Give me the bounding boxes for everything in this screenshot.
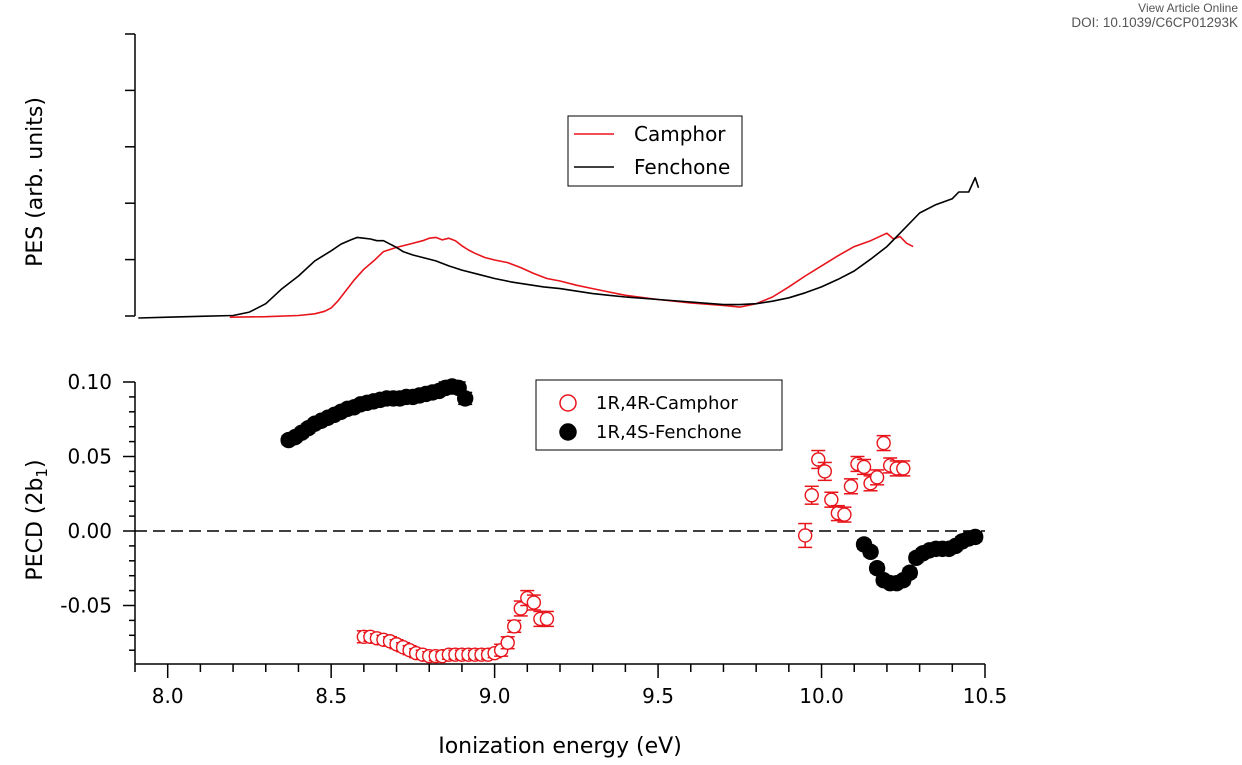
- data-point: [804, 488, 819, 503]
- data-point: [797, 528, 813, 543]
- pecd-legend: 1R,4R-Camphor 1R,4S-Fenchone: [535, 379, 783, 451]
- x-tick-label: 9.0: [479, 684, 511, 708]
- data-point: [526, 595, 542, 610]
- data-point: [811, 452, 826, 467]
- data-point: [456, 390, 474, 407]
- data-point: [843, 479, 859, 494]
- data-point: [817, 464, 833, 479]
- x-tick-label: 10.0: [799, 684, 844, 708]
- pes-legend: Camphor Fenchone: [567, 115, 743, 187]
- pecd-y-tick-label: 0.05: [67, 445, 112, 469]
- x-tick-label: 9.5: [642, 684, 674, 708]
- data-point: [901, 564, 919, 581]
- data-point: [966, 528, 984, 546]
- pecd-legend-fenchone-marker: [559, 423, 577, 441]
- x-tick-label: 8.5: [315, 684, 347, 708]
- pecd-x-ticks: 8.0 8.5 9.0 9.5 10.0 10.5: [134, 664, 1008, 708]
- data-point: [837, 507, 852, 522]
- data-point: [500, 635, 515, 650]
- data-point: [507, 619, 522, 634]
- data-point: [862, 543, 879, 561]
- pes-legend-box: [567, 115, 743, 187]
- pecd-legend-camphor-label: 1R,4R-Camphor: [596, 393, 738, 414]
- pecd-panel: -0.05 0.00 0.05 0.10 8.0 8.5 9.0 9.5 10.0 10.5 P…: [23, 370, 1007, 759]
- pecd-y-tick-label: 0.00: [67, 519, 112, 543]
- pes-panel: PES (arb. units) Camphor Fenchone: [23, 33, 980, 319]
- doi-label: DOI: 10.1039/C6CP01293K: [1071, 15, 1238, 30]
- pecd-series-1R,4S-Fenchone: [280, 378, 984, 592]
- pecd-y-tick-label: 0.10: [67, 370, 112, 394]
- pecd-y-axis-label: PECD (2b1): [23, 459, 51, 580]
- pecd-y-tick-label: -0.05: [60, 594, 112, 618]
- pes-legend-fenchone-label: Fenchone: [634, 155, 730, 179]
- data-point: [539, 611, 555, 627]
- pes-line-fenchone: [138, 176, 980, 319]
- pecd-legend-fenchone-label: 1R,4S-Fenchone: [596, 422, 742, 443]
- x-tick-label: 10.5: [963, 684, 1008, 708]
- pecd-legend-box: [535, 379, 783, 451]
- data-point: [856, 459, 872, 475]
- data-point: [869, 470, 885, 485]
- pecd-series-group: [280, 378, 984, 664]
- data-point: [896, 461, 911, 476]
- pes-series-group: [138, 176, 980, 319]
- article-header: View Article Online DOI: 10.1039/C6CP012…: [1071, 2, 1238, 31]
- pecd-y-ticks: -0.05 0.00 0.05 0.10: [60, 370, 135, 651]
- data-point: [876, 435, 891, 451]
- pes-y-axis-label: PES (arb. units): [23, 97, 48, 267]
- data-point: [824, 492, 839, 507]
- x-tick-label: 8.0: [152, 684, 184, 708]
- pes-line-camphor: [229, 232, 914, 318]
- pecd-series-1R,4R-Camphor: [356, 434, 911, 664]
- x-axis-label: Ionization energy (eV): [438, 734, 682, 759]
- pes-legend-camphor-label: Camphor: [634, 122, 726, 146]
- pecd-legend-camphor-marker: [559, 394, 577, 412]
- pes-y-ticks: [125, 33, 135, 317]
- view-article-online-link[interactable]: View Article Online: [1138, 1, 1238, 15]
